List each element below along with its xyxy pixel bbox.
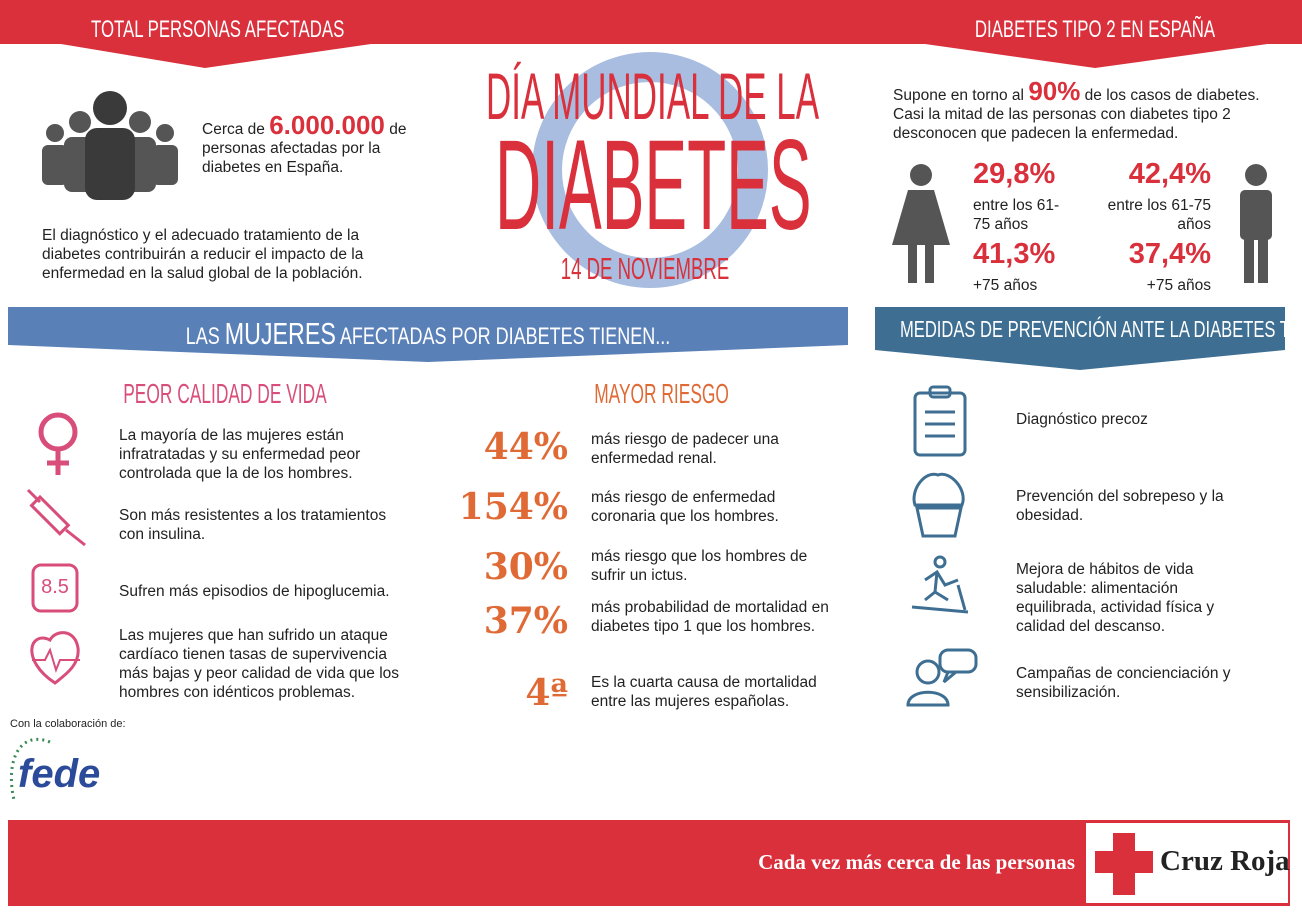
prevention-item: Diagnóstico precoz xyxy=(1016,411,1148,428)
banner-text: LAS xyxy=(185,323,220,350)
risk-value: 30% xyxy=(483,546,568,588)
stat-value: 29,8% xyxy=(973,158,1056,190)
stat-value: 41,3% xyxy=(973,238,1056,270)
banner-women: LAS MUJERES AFECTADAS POR DIABETES TIENE… xyxy=(113,316,743,352)
stat-label: entre los 61-75 años xyxy=(973,197,1060,233)
text: de los casos de diabetes. xyxy=(1084,87,1260,104)
risk-value: 4ª xyxy=(525,672,568,714)
banner-text: AFECTADAS POR DIABETES TIENEN... xyxy=(339,323,671,350)
affected-paragraph: El diagnóstico y el adecuado tratamiento… xyxy=(42,227,364,282)
title-line2: DIABETES xyxy=(495,114,812,257)
quality-heading: PEOR CALIDAD DE VIDA xyxy=(123,378,327,409)
risk-value: 154% xyxy=(458,486,568,528)
affected-text: Cerca de 6.000.000 de personas afectadas… xyxy=(202,112,417,177)
banner-emphasis: MUJERES xyxy=(224,316,336,351)
stat-value: 37,4% xyxy=(1128,238,1211,270)
highlight-number: 6.000.000 xyxy=(269,110,385,140)
text: Supone en torno al xyxy=(893,87,1024,104)
title-line1: DÍA MUNDIAL DE LA xyxy=(486,59,820,133)
risk-text: más probabilidad de mortalidad en diabet… xyxy=(591,599,829,635)
text: Casi la mitad de las personas con diabet… xyxy=(893,106,1231,142)
text: Cerca de xyxy=(202,121,265,138)
title-date: 14 DE NOVIEMBRE xyxy=(560,251,730,286)
banner-spain: DIABETES TIPO 2 EN ESPAÑA xyxy=(974,16,1216,43)
quality-item: Son más resistentes a los tratamientos c… xyxy=(119,507,387,543)
risk-text: más riesgo que los hombres de sufrir un … xyxy=(591,548,808,584)
risk-text: Es la cuarta causa de mortalidad entre l… xyxy=(591,674,817,710)
risk-value: 44% xyxy=(483,426,568,468)
risk-value: 37% xyxy=(483,600,568,642)
glucose-display: 8.5 xyxy=(41,576,69,598)
quality-item: Sufren más episodios de hipoglucemia. xyxy=(119,583,390,600)
text: de personas afectadas por la diabetes en… xyxy=(202,121,407,176)
stat-label: +75 años xyxy=(1146,277,1211,294)
quality-item: Las mujeres que han sufrido un ataque ca… xyxy=(119,627,400,701)
spain-text: Supone en torno al 90% de los casos de d… xyxy=(893,78,1298,143)
brand: Cruz Roja xyxy=(1160,845,1290,877)
prevention-item: Campañas de concienciación y sensibiliza… xyxy=(1016,665,1231,701)
highlight-number: 90% xyxy=(1028,76,1081,106)
banner-total: TOTAL PERSONAS AFECTADAS xyxy=(91,16,345,43)
collaboration-label: Con la colaboración de: xyxy=(10,718,126,730)
risk-text: más riesgo de padecer una enfermedad ren… xyxy=(591,431,779,467)
stat-label: entre los 61-75 años xyxy=(1107,197,1211,233)
risk-heading: MAYOR RIESGO xyxy=(594,378,729,409)
banner-prevention: MEDIDAS DE PREVENCIÓN ANTE LA DIABETES T… xyxy=(900,316,1302,342)
prevention-item: Mejora de hábitos de vida saludable: ali… xyxy=(1016,561,1215,635)
risk-text: más riesgo de enfermedad coronaria que l… xyxy=(591,489,779,525)
stat-label: +75 años xyxy=(973,277,1038,294)
slogan: Cada vez más cerca de las personas xyxy=(758,850,1075,874)
prevention-item: Prevención del sobrepeso y la obesidad. xyxy=(1016,488,1224,524)
quality-item: La mayoría de las mujeres están infratra… xyxy=(119,427,361,482)
stat-value: 42,4% xyxy=(1128,158,1211,190)
partner-logo: fede xyxy=(18,752,101,796)
